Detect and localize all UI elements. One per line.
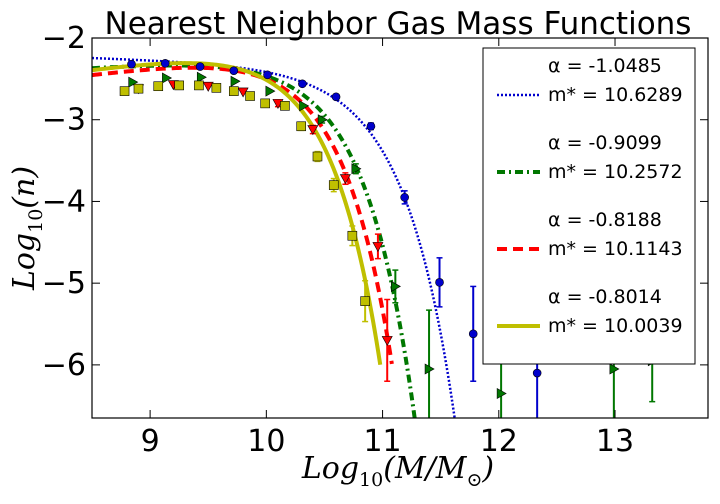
data-point-series-1 [331,92,341,102]
data-point-series-2 [391,280,401,292]
y-tick-label: −6 [42,348,86,383]
data-point-series-2 [317,114,328,126]
data-point-series-4 [153,81,164,92]
legend-mstar-1: m* = 10.6289 [548,84,683,106]
data-point-series-2 [299,100,310,112]
x-tick-label: 10 [247,424,285,459]
legend-alpha-2: α = -0.9099 [548,132,662,154]
data-point-series-2 [424,363,435,375]
data-point-series-4 [133,83,144,94]
data-point-series-4 [312,151,323,162]
data-point-series-1 [298,79,307,89]
chart-title: Nearest Neighbor Gas Mass Functions [105,6,692,42]
plot-area: 9 10 11 12 13 −2 −3 −4 −5 −6 [42,21,709,459]
data-point-series-1 [532,368,542,378]
series-line-3 [92,65,394,365]
data-point-series-2 [351,163,362,175]
y-tick-label: −3 [42,103,86,138]
data-point-series-4 [119,86,130,96]
legend-mstar-2: m* = 10.2572 [548,161,683,183]
data-point-series-1 [366,121,376,131]
data-point-series-3 [381,336,393,346]
data-point-series-3 [339,174,351,185]
x-tick-label: 13 [596,424,634,459]
y-tick-label: −5 [42,266,86,301]
data-point-series-3 [202,81,214,92]
legend-box [482,47,696,365]
data-point-series-4 [211,83,222,93]
legend-alpha-3: α = -0.8188 [548,209,662,231]
data-point-series-4 [194,80,204,91]
data-point-series-4 [296,121,307,132]
data-point-series-4 [228,86,239,96]
legend-alpha-1: α = -1.0485 [548,55,662,77]
data-point-series-1 [195,62,205,71]
legend-mstar-3: m* = 10.1143 [548,238,683,260]
data-point-series-2 [496,387,507,399]
data-point-series-1 [229,66,239,75]
data-point-series-1 [160,59,170,68]
x-tick-label: 11 [363,424,401,459]
x-axis-label: Log10(M/M⊙) [301,451,494,491]
legend: α = -1.0485 m* = 10.6289 α = -0.9099 m* = 1… [482,47,696,365]
y-tick-label: −4 [42,184,86,219]
data-point-series-4 [328,180,339,190]
data-point-series-4 [174,80,184,91]
legend-alpha-4: α = -0.8014 [548,286,662,308]
y-tick-label: −2 [42,21,86,56]
data-point-series-1 [400,193,409,202]
data-point-series-3 [372,242,384,253]
data-point-series-1 [435,278,444,287]
x-tick-label: 9 [141,424,160,459]
plot-frame [91,37,709,419]
data-point-series-4 [260,98,270,109]
data-point-series-2 [609,363,620,375]
data-point-series-4 [280,101,290,111]
data-point-series-2 [196,71,207,83]
data-point-series-4 [245,91,255,101]
data-point-series-4 [347,230,358,241]
data-point-series-3 [307,125,319,136]
data-point-series-2 [162,72,173,84]
data-point-series-2 [265,85,276,97]
data-point-series-4 [360,296,370,306]
legend-mstar-4: m* = 10.0039 [548,315,683,337]
x-tick-label: 12 [480,424,518,459]
data-point-series-2 [230,75,241,87]
data-point-series-1 [127,59,136,69]
data-point-series-1 [468,329,478,339]
data-point-series-1 [263,70,272,80]
